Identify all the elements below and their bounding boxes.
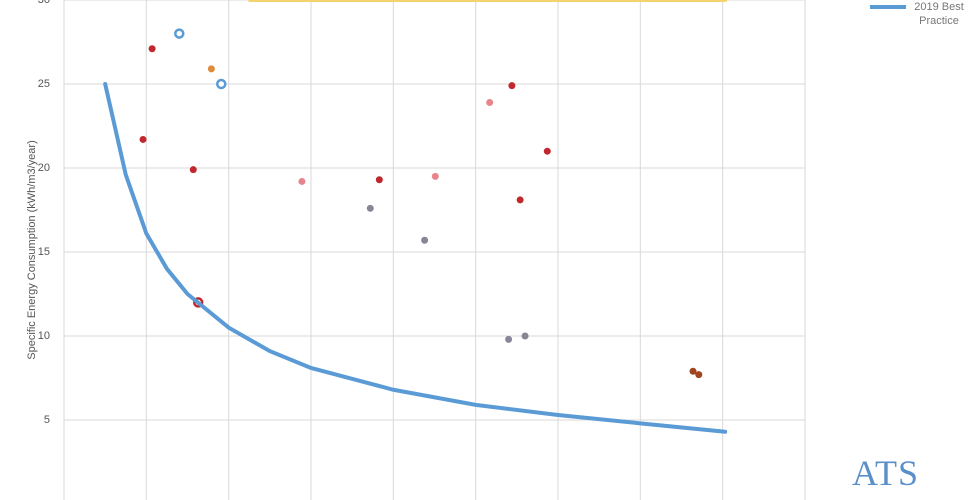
- y-tick-label: 20: [38, 162, 50, 174]
- point: [174, 28, 185, 39]
- legend-label: 2019 Best Practice: [914, 1, 964, 27]
- y-tick-label: 5: [44, 414, 50, 426]
- y-tick-label: 25: [38, 78, 50, 90]
- logo: ATS: [852, 453, 920, 493]
- point: [521, 332, 529, 340]
- point: [431, 172, 439, 180]
- point: [216, 78, 227, 90]
- y-axis-title: Specific Energy Consumption (kWh/m3/year…: [26, 140, 38, 359]
- y-tick-label: 30: [38, 0, 50, 6]
- point: [189, 166, 197, 174]
- point: [689, 367, 697, 375]
- point: [298, 177, 306, 185]
- point: [516, 196, 524, 204]
- point: [421, 236, 429, 244]
- point: [207, 65, 215, 73]
- line: [103, 82, 728, 434]
- point: [695, 371, 703, 379]
- point: [375, 176, 383, 184]
- point: [366, 204, 374, 212]
- point: [505, 335, 513, 343]
- point: [139, 135, 147, 143]
- point: [508, 82, 516, 90]
- point: [486, 98, 494, 106]
- y-tick-label: 10: [38, 330, 50, 342]
- point: [148, 45, 156, 53]
- point: [543, 147, 551, 155]
- y-tick-label: 15: [38, 246, 50, 258]
